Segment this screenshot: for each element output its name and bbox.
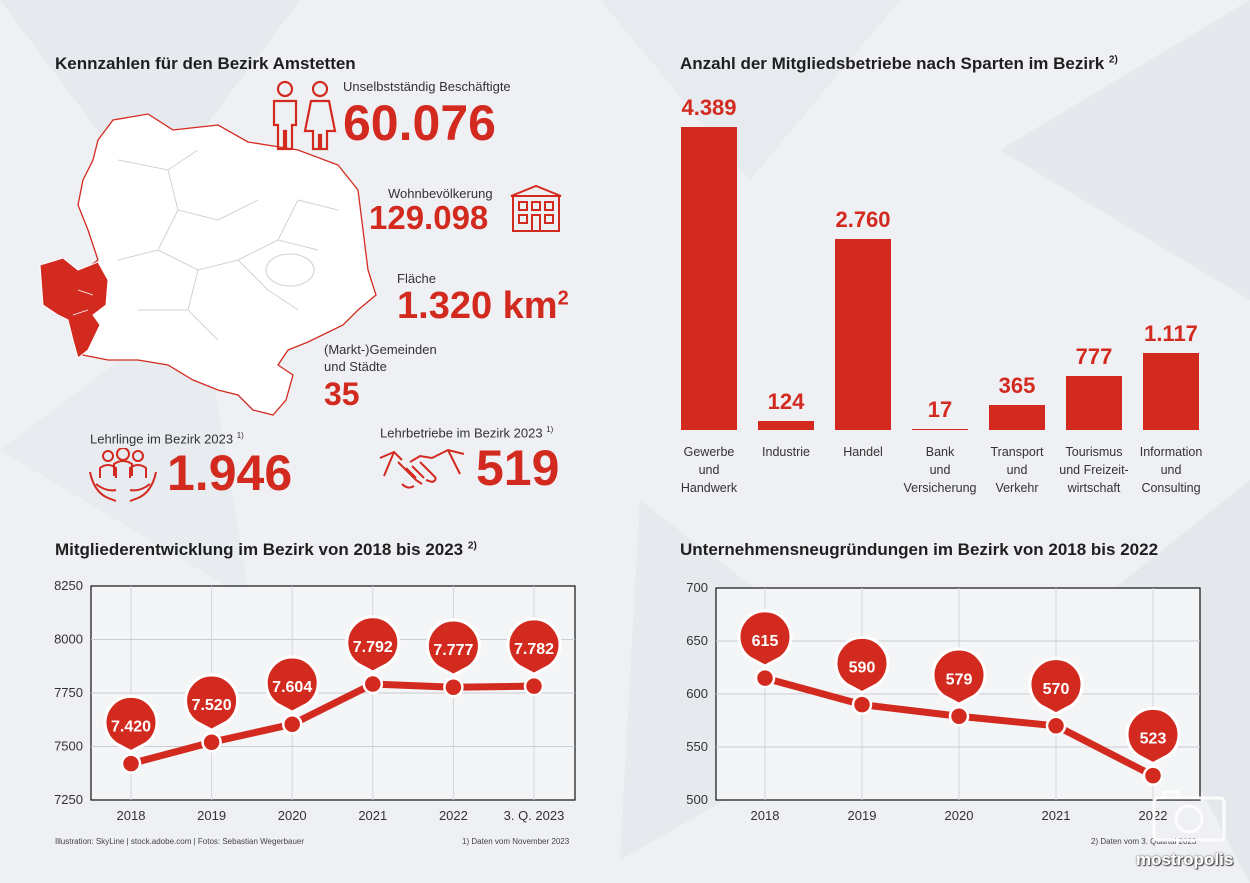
series-line xyxy=(130,680,535,768)
data-point-label-0: 615 xyxy=(752,633,779,650)
data-point-pin-5: 7.782 xyxy=(506,617,562,697)
footer-note-2: 2) Daten vom 3. Quartal 2023 xyxy=(1091,837,1197,846)
data-point-pin-3: 7.792 xyxy=(345,615,401,695)
data-point-pin-1: 7.520 xyxy=(184,673,240,753)
y-tick-label: 700 xyxy=(686,580,708,595)
data-point-label-2: 7.604 xyxy=(272,679,312,696)
bar-category-label-0: Gewerbe und Handwerk xyxy=(680,445,738,495)
lehrbetriebe-value: 519 xyxy=(476,440,560,496)
watermark: mostropolis xyxy=(1136,850,1234,869)
wohn-value: 129.098 xyxy=(369,199,489,236)
bar-5 xyxy=(1066,376,1122,430)
bar-category-label-1: Industrie xyxy=(762,445,810,459)
beschaeftigte-label: Unselbstständig Beschäftigte xyxy=(343,79,511,94)
x-tick-label: 2020 xyxy=(945,808,974,823)
data-point-pin-3: 570 xyxy=(1028,657,1084,737)
y-tick-label: 8250 xyxy=(54,578,83,593)
bar-value-label-1: 124 xyxy=(767,389,805,415)
kennzahlen-title: Kennzahlen für den Bezirk Amstetten xyxy=(55,54,356,73)
y-tick-label: 7500 xyxy=(54,739,83,754)
district-map-icon xyxy=(39,113,377,416)
lehrlinge-value: 1.946 xyxy=(167,445,293,501)
line-chart-founding-title: Unternehmensneugründungen im Bezirk von … xyxy=(680,540,1159,559)
bar-value-label-0: 4.389 xyxy=(681,95,737,120)
bar-category-label-3: Bank und Versicherung xyxy=(903,445,977,495)
bar-value-label-4: 365 xyxy=(998,372,1036,398)
people-icon xyxy=(272,80,337,151)
x-tick-label: 2021 xyxy=(358,808,387,823)
bar-category-label-2: Handel xyxy=(843,445,883,459)
flaeche-value: 1.320 km2 xyxy=(397,285,569,327)
bar-1 xyxy=(758,421,814,430)
bar-category-label-6: Information und Consulting xyxy=(1139,445,1203,495)
bar-3 xyxy=(912,428,968,430)
y-tick-label: 650 xyxy=(686,633,708,648)
bar-2 xyxy=(835,239,891,430)
data-point-label-5: 7.782 xyxy=(514,641,554,658)
data-point-label-3: 570 xyxy=(1043,681,1070,698)
bar-value-label-3: 17 xyxy=(927,396,953,422)
x-tick-label: 3. Q. 2023 xyxy=(504,808,565,823)
bar-value-label-5: 777 xyxy=(1075,344,1113,370)
gemeinden-label-line1: (Markt-)Gemeinden xyxy=(324,342,437,357)
y-tick-label: 600 xyxy=(686,686,708,701)
bar-category-label-5: Tourismus und Freizeit-wirtschaft xyxy=(1059,445,1129,495)
y-tick-label: 500 xyxy=(686,792,708,807)
data-point-label-2: 579 xyxy=(946,671,973,688)
beschaeftigte-value: 60.076 xyxy=(343,95,496,151)
house-icon xyxy=(510,184,562,232)
gemeinden-value: 35 xyxy=(324,376,360,412)
bar-value-label-2: 2.760 xyxy=(835,207,891,233)
y-tick-label: 550 xyxy=(686,739,708,754)
x-tick-label: 2021 xyxy=(1042,808,1071,823)
bar-chart-title: Anzahl der Mitgliedsbetriebe nach Sparte… xyxy=(680,54,1118,73)
y-tick-label: 8000 xyxy=(54,632,83,647)
data-point-pin-0: 7.420 xyxy=(103,694,159,774)
data-point-pin-2: 7.604 xyxy=(264,655,320,735)
gemeinden-label-line2: und Städte xyxy=(324,359,387,374)
flaeche-label: Fläche xyxy=(397,271,437,286)
y-tick-label: 7750 xyxy=(54,685,83,700)
data-point-label-1: 590 xyxy=(849,660,876,677)
lehrbetriebe-label: Lehrbetriebe im Bezirk 2023 1) xyxy=(380,425,554,441)
data-point-pin-4: 7.777 xyxy=(425,618,481,698)
x-tick-label: 2019 xyxy=(848,808,877,823)
data-point-label-1: 7.520 xyxy=(192,697,232,714)
footer-note-1: 1) Daten vom November 2023 xyxy=(462,837,570,846)
bar-0 xyxy=(681,127,737,430)
footer-credits: Illustration: SkyLine | stock.adobe.com … xyxy=(55,837,305,846)
bar-value-label-6: 1.117 xyxy=(1144,320,1198,346)
bar-4 xyxy=(989,404,1045,430)
wohn-label: Wohnbevölkerung xyxy=(388,186,493,201)
y-tick-label: 7250 xyxy=(54,792,83,807)
data-point-pin-4: 523 xyxy=(1125,706,1181,786)
lehrlinge-label: Lehrlinge im Bezirk 2023 1) xyxy=(90,431,244,447)
group-hands-icon xyxy=(89,448,157,502)
x-tick-label: 2019 xyxy=(197,808,226,823)
handshake-icon xyxy=(379,448,465,489)
data-point-pin-1: 590 xyxy=(834,635,890,715)
data-point-label-4: 523 xyxy=(1140,731,1167,748)
line-chart-members: 7250 7500 7750 8000 8250 2018 2019 2020 2021 2022… xyxy=(54,578,576,823)
x-tick-label: 2018 xyxy=(751,808,780,823)
line-chart-members-title: Mitgliederentwicklung im Bezirk von 2018… xyxy=(55,540,477,559)
bar-category-label-4: Transport und Verkehr xyxy=(990,445,1044,495)
data-point-label-3: 7.792 xyxy=(353,639,393,656)
data-point-label-0: 7.420 xyxy=(111,719,151,736)
x-tick-label: 2020 xyxy=(278,808,307,823)
x-tick-label: 2022 xyxy=(439,808,468,823)
data-point-label-4: 7.777 xyxy=(433,642,473,659)
bar-6 xyxy=(1143,352,1199,430)
camera-logo-icon xyxy=(1152,790,1226,842)
x-tick-label: 2018 xyxy=(117,808,146,823)
data-point-pin-2: 579 xyxy=(931,647,987,727)
data-point-pin-0: 615 xyxy=(737,609,793,689)
